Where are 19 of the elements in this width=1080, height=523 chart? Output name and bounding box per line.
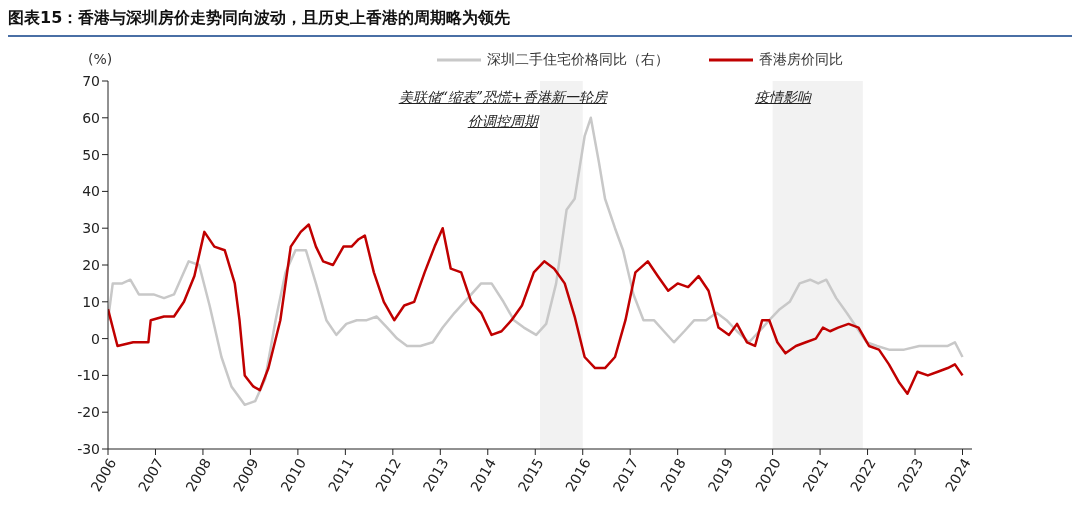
y-tick-label: 0 [91, 330, 100, 347]
chart-title: 图表15：香港与深圳房价走势同向波动，且历史上香港的周期略为领先 [8, 8, 1072, 37]
y-tick-label: 50 [82, 146, 100, 163]
y-tick-label: -10 [77, 367, 100, 384]
y-tick-label: -20 [77, 404, 100, 421]
y-tick-label: 60 [82, 109, 100, 126]
band-label: 美联储“缩表”恐慌+香港新一轮房价调控周期 [397, 88, 609, 131]
band-label: 疫情影响 [753, 88, 813, 107]
y-tick-label: 20 [82, 256, 100, 273]
y-tick-label: 30 [82, 220, 100, 237]
y-tick-label: -30 [77, 440, 100, 457]
line-series [108, 116, 964, 407]
legend-label: 香港房价同比 [759, 51, 843, 69]
legend-label: 深圳二手住宅价格同比（右） [487, 51, 669, 69]
y-axis-title: (%) [88, 51, 113, 67]
y-tick-label: 10 [82, 293, 100, 310]
y-tick-label: 40 [82, 183, 100, 200]
y-tick-label: 70 [82, 72, 100, 89]
line-series [108, 223, 964, 396]
